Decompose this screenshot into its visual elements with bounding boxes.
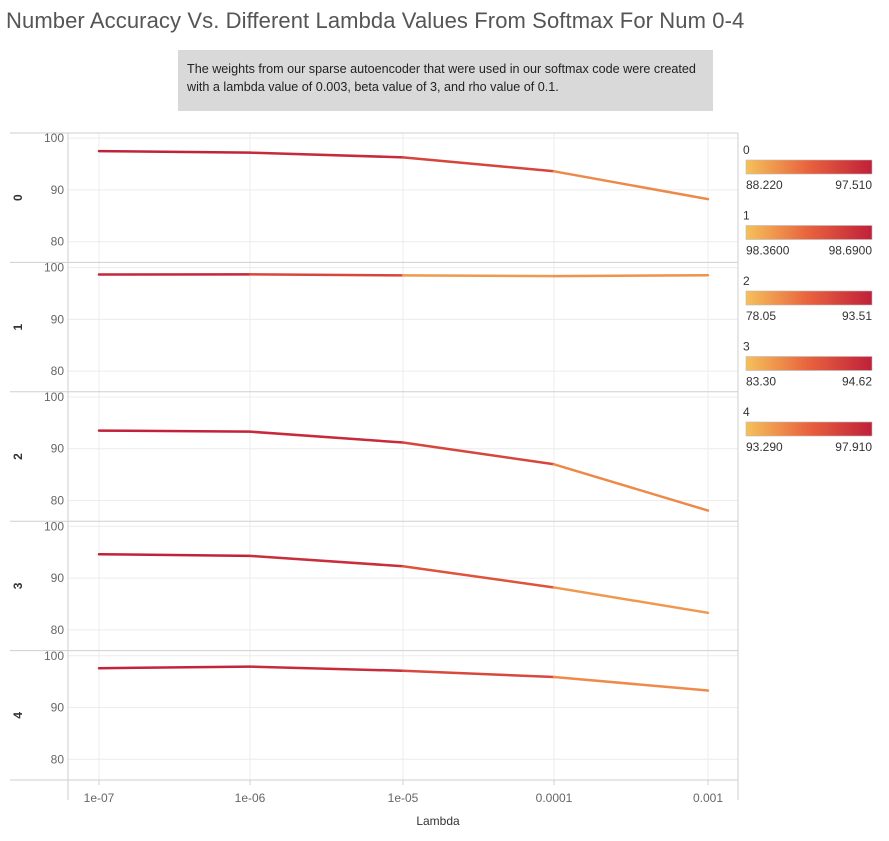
color-legend: 0 88.220 97.510 1 98.3600 98.6900 2 78.05 93.51 3… [743,143,872,454]
y-tick-label: 80 [51,493,65,507]
legend-gradient-bar [745,356,873,371]
series-1-segment [248,273,405,277]
legend-min: 83.30 [746,375,776,389]
x-axis-label: Lambda [416,814,460,828]
legend-min: 88.220 [746,178,783,192]
legend-title: 0 [743,143,750,157]
y-tick-label: 100 [44,649,64,663]
y-tick-label: 90 [51,701,65,715]
legend-max: 97.510 [835,178,872,192]
series-0-segment [97,149,252,154]
row-label-3: 3 [11,582,25,589]
legend-item-2: 2 78.05 93.51 [743,274,872,323]
x-tick-label: 1e-05 [388,791,419,805]
y-tick-label: 80 [51,752,65,766]
legend-gradient-bar [745,159,873,175]
x-tick-label: 0.0001 [536,791,573,805]
legend-item-4: 4 93.290 97.910 [743,405,872,454]
y-tick-label: 100 [44,390,64,404]
series-3-segment [97,552,252,558]
y-tick-label: 100 [44,131,64,145]
legend-max: 93.51 [842,309,872,323]
panel-0: 80 90 100 0 [10,131,739,263]
y-tick-label: 90 [51,183,65,197]
series-2-segment [401,441,556,466]
legend-max: 98.6900 [829,244,873,258]
y-tick-label: 80 [51,364,65,378]
legend-min: 78.05 [746,309,776,323]
panel-2: 80 90 100 2 [10,390,739,522]
y-tick-label: 80 [51,235,65,249]
series-0-segment [552,170,710,201]
legend-gradient-bar [745,421,873,437]
row-label-0: 0 [11,194,25,201]
legend-title: 2 [743,274,750,288]
y-tick-label: 100 [44,519,64,533]
legend-title: 4 [743,405,750,419]
panel-3: 80 90 100 3 [10,519,739,651]
y-tick-label: 90 [51,312,65,326]
annotation-note: The weights from our sparse autoencoder … [178,50,713,111]
legend-gradient-bar [745,225,873,240]
row-label-4: 4 [11,712,25,719]
row-label-2: 2 [11,453,25,460]
series-2-segment [248,430,405,444]
legend-min: 98.3600 [746,244,790,258]
x-tick-label: 1e-06 [235,791,266,805]
legend-max: 97.910 [835,440,872,454]
series-0-segment [248,151,405,159]
legend-max: 94.62 [842,375,872,389]
row-label-1: 1 [11,323,25,330]
panel-4: 80 90 100 4 [10,649,739,781]
series-2-segment [97,429,252,433]
y-tick-label: 90 [51,571,65,585]
series-4-segment [552,675,710,692]
legend-item-3: 3 83.30 94.62 [743,340,872,389]
legend-min: 93.290 [746,440,783,454]
legend-title: 3 [743,340,750,354]
series-1-segment [552,273,710,278]
series-3-segment [248,554,405,568]
series-3-segment [552,586,710,615]
legend-item-0: 0 88.220 97.510 [743,143,872,192]
x-axis: 1e-07 1e-06 1e-05 0.0001 0.001 Lambda [67,780,739,828]
series-0-segment [401,156,556,173]
legend-title: 1 [743,209,750,223]
chart-panels: 80 90 100 0 80 90 100 1 80 90 100 2 80 90 100 3 80 90 100 4 [10,131,739,781]
legend-item-1: 1 98.3600 98.6900 [743,209,872,258]
panel-1: 80 90 100 1 [10,261,739,392]
y-tick-label: 100 [44,261,64,275]
x-tick-label: 0.001 [693,791,723,805]
legend-gradient-bar [745,290,873,306]
chart-title: Number Accuracy Vs. Different Lambda Val… [6,8,745,33]
series-4-segment [97,665,252,670]
series-1-segment [401,274,556,278]
series-3-segment [401,564,556,589]
series-4-segment [248,665,405,673]
series-2-segment [552,463,710,512]
series-4-segment [401,669,556,679]
x-tick-label: 1e-07 [84,791,115,805]
y-tick-label: 80 [51,623,65,637]
y-tick-label: 90 [51,442,65,456]
